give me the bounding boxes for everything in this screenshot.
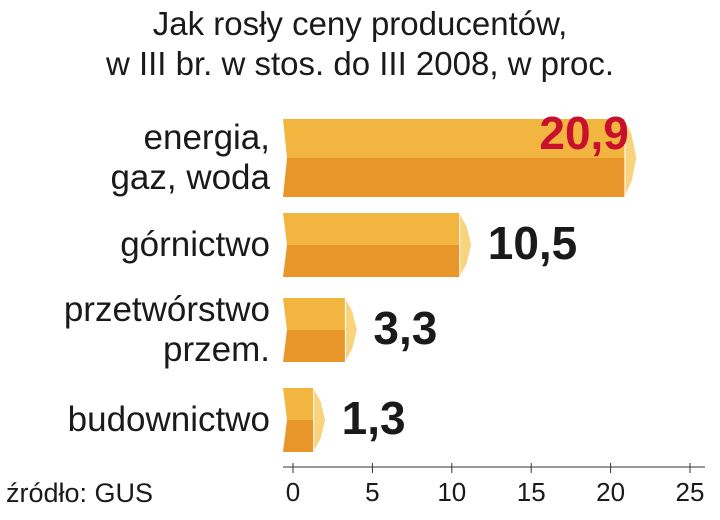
- bar: [283, 211, 473, 279]
- bar-top: [283, 298, 346, 330]
- category-label: górnictwo: [120, 225, 270, 264]
- x-tick-label: 20: [596, 477, 625, 507]
- x-tick-label: 25: [676, 477, 705, 507]
- x-tick-label: 15: [517, 477, 546, 507]
- x-tick-label: 10: [437, 477, 466, 507]
- bar-tip: [624, 118, 638, 198]
- category-label: energia, gaz, woda: [110, 118, 270, 197]
- category-label: budownictwo: [67, 400, 270, 439]
- bar-top: [283, 388, 314, 420]
- category-label: przetwórstwo przem.: [63, 290, 270, 369]
- bar-bottom: [283, 158, 625, 197]
- source-note: źródło: GUS: [6, 478, 154, 508]
- chart-title: Jak rosły ceny producentów, w III br. w …: [105, 5, 615, 82]
- bar-top: [283, 213, 460, 245]
- value-label: 1,3: [342, 392, 406, 444]
- value-label: 20,9: [539, 107, 629, 159]
- bar: [283, 386, 327, 454]
- bar-top: [283, 119, 625, 158]
- bar: [283, 118, 638, 198]
- bar-bottom: [283, 330, 346, 362]
- bar-tip: [344, 296, 358, 364]
- bar-bottom: [283, 420, 314, 452]
- bar-tip: [313, 386, 327, 454]
- value-label: 10,5: [488, 217, 578, 269]
- bar-bottom: [283, 245, 460, 277]
- bar: [283, 296, 358, 364]
- x-tick-label: 5: [365, 477, 379, 507]
- value-label: 3,3: [373, 302, 437, 354]
- bar-tip: [459, 211, 473, 279]
- x-tick-label: 0: [286, 477, 300, 507]
